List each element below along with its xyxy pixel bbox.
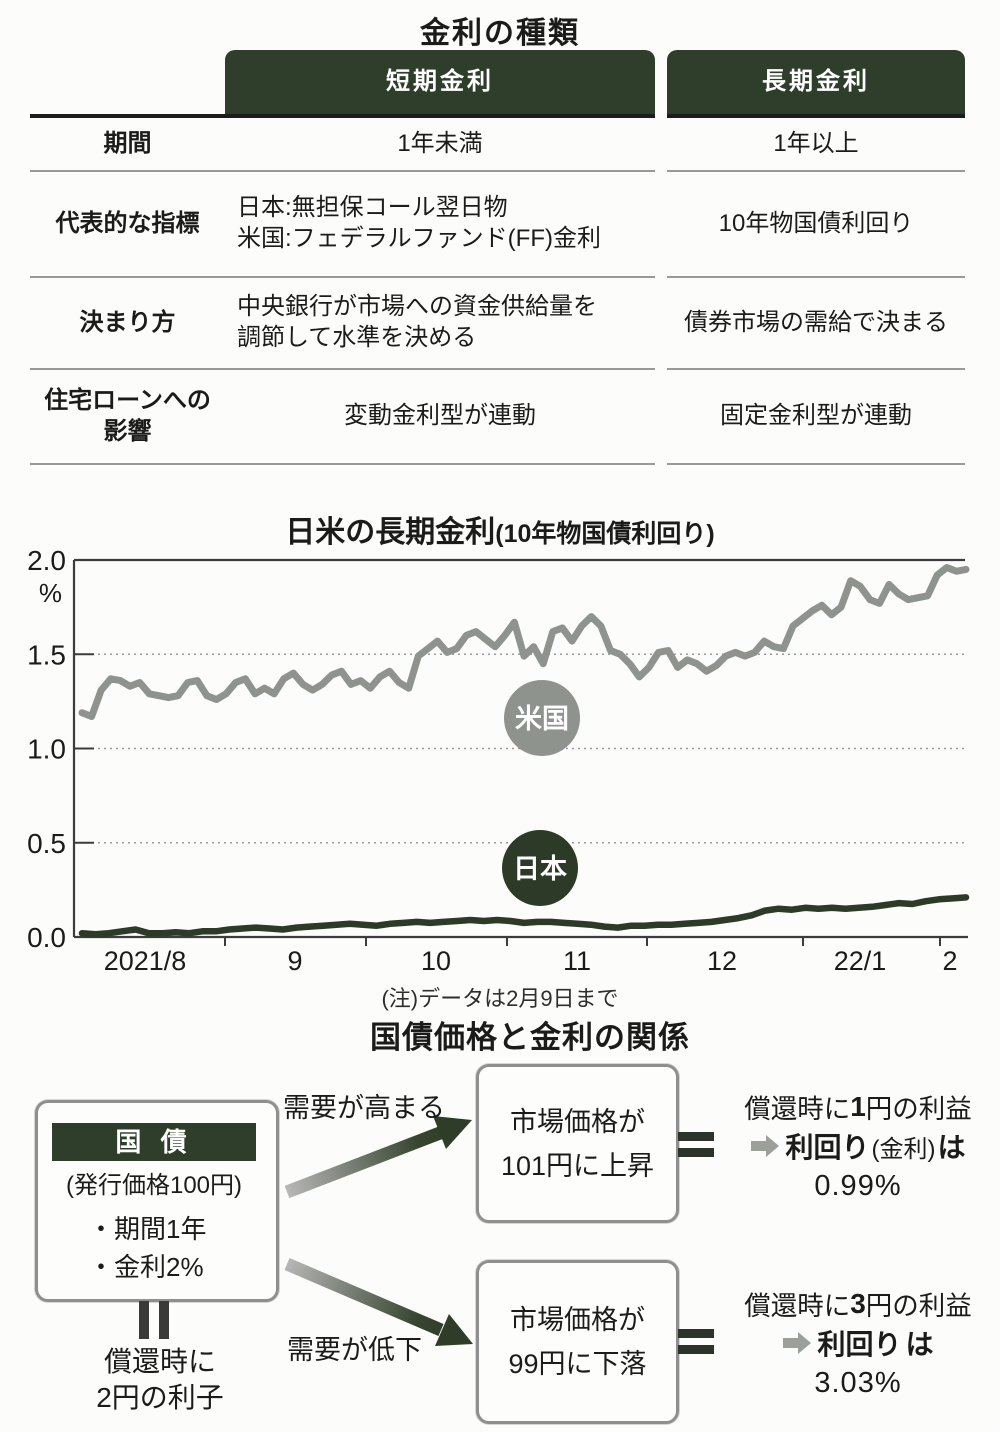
demand-down-arrow-head [435, 1314, 473, 1346]
profit-text-pre: 償還時に [744, 1094, 851, 1124]
x-tick-label: 9 [287, 946, 302, 976]
table-cell: 1年以上 [667, 118, 965, 172]
yield-value: 3.03% [814, 1366, 902, 1399]
rate-types-table: 短期金利 長期金利 期間 1年未満 1年以上 代表的な指標 日本:無担保コール翌… [30, 50, 965, 465]
y-tick-label: 1.5 [27, 639, 66, 670]
table-cell: 10年物国債利回り [667, 172, 965, 278]
us-series-line [78, 564, 970, 720]
column-header-long-term: 長期金利 [667, 50, 965, 118]
column-gap [655, 50, 667, 118]
yield-word: 利回り [785, 1132, 870, 1163]
y-tick-label: 0.5 [27, 828, 66, 859]
equals-icon [678, 1329, 714, 1354]
x-tick-label: 10 [421, 946, 451, 976]
equals-icon [678, 1132, 714, 1157]
table-cell: 1年未満 [225, 118, 655, 172]
bond-coupon: ・金利2% [88, 1252, 204, 1282]
bond-term: ・期間1年 [88, 1214, 207, 1244]
x-tick-label: 12 [707, 946, 737, 976]
x-tick-label: 11 [563, 946, 591, 976]
yield-line: 利回りは [782, 1323, 934, 1363]
table-corner-cell [30, 50, 225, 118]
chart-title: 日米の長期金利(10年物国債利回り) [0, 507, 1000, 551]
column-gap [655, 172, 667, 278]
table-cell: 日本:無担保コール翌日物 米国:フェデラルファンド(FF)金利 [225, 172, 655, 278]
yield-result-up: 償還時に 1 円の利益 利回り (金利) は 0.99% [720, 1087, 996, 1206]
y-tick-label: 0.0 [27, 922, 66, 953]
profit-line: 償還時に 1 円の利益 [744, 1087, 972, 1126]
bond-redemption-text-2: 2円の利子 [96, 1382, 224, 1413]
price-up-line2: 101円に上昇 [500, 1150, 655, 1181]
column-header-short-term: 短期金利 [225, 50, 655, 118]
bond-redemption-text-1: 償還時に [103, 1346, 216, 1377]
table-cell: 中央銀行が市場への資金供給量を 調節して水準を決める [225, 278, 655, 370]
diagram-arrows-layer [284, 1116, 473, 1346]
profit-text-post: 円の利益 [865, 1094, 972, 1124]
profit-text-post: 円の利益 [865, 1291, 972, 1321]
price-down-box: 市場価格が 99円に下落 [476, 1260, 679, 1424]
row-label-indicator: 代表的な指標 [30, 172, 225, 278]
table-cell: 債券市場の需給で決まる [667, 278, 965, 370]
yield-value: 0.99% [814, 1169, 902, 1202]
demand-up-arrow-head [433, 1116, 472, 1149]
japan-series-badge [502, 830, 578, 906]
price-up-box: 市場価格が 101円に上昇 [476, 1064, 679, 1223]
profit-text-pre: 償還時に [744, 1291, 851, 1321]
chart-title-main: 日米の長期金利 [285, 516, 496, 549]
right-block-arrow-icon [783, 1332, 812, 1354]
price-down-line1: 市場価格が [510, 1305, 645, 1335]
yield-suffix: は [937, 1132, 966, 1163]
japan-series-line [78, 894, 970, 938]
column-gap [655, 370, 667, 465]
x-tick-label: 22/1 [834, 946, 887, 976]
row-label-period: 期間 [30, 118, 225, 172]
column-gap [655, 278, 667, 370]
yield-suffix: は [905, 1329, 934, 1360]
row-label-mortgage-impact: 住宅ローンへの 影響 [30, 370, 225, 465]
us-series-badge [504, 680, 580, 756]
equals-vertical-icon [139, 1301, 169, 1339]
yield-word: 利回り [817, 1329, 902, 1360]
x-tick-label: 2 [942, 946, 957, 976]
right-block-arrow-icon [751, 1135, 780, 1157]
table-cell: 変動金利型が連動 [225, 370, 655, 465]
y-tick-label: 1.0 [27, 734, 66, 765]
row-label-how-determined: 決まり方 [30, 278, 225, 370]
column-gap [655, 118, 667, 172]
y-tick-label: 2.0 [27, 545, 66, 576]
profit-line: 償還時に 3 円の利益 [744, 1284, 972, 1323]
yield-result-down: 償還時に 3 円の利益 利回りは 3.03% [720, 1284, 996, 1403]
japan-series-badge-label: 日本 [513, 854, 567, 884]
bond-box: 国 債 (発行価格100円) ・期間1年 ・金利2% [35, 1100, 279, 1302]
price-down-line2: 99円に下落 [508, 1349, 647, 1379]
yield-paren: (金利) [871, 1135, 936, 1163]
table-cell: 固定金利型が連動 [667, 370, 965, 465]
x-tick-label: 2021/8 [104, 946, 187, 976]
demand-down-arrow-shaft [284, 1258, 444, 1336]
bond-box-header: 国 債 [52, 1123, 256, 1161]
page-title: 金利の種類 [420, 17, 580, 50]
demand-up-label: 需要が高まる [283, 1093, 445, 1123]
profit-amount: 1 [850, 1090, 866, 1122]
profit-amount: 3 [850, 1287, 866, 1319]
chart-note: (注)データは2月9日まで [381, 986, 619, 1011]
diagram-title: 国債価格と金利の関係 [370, 1020, 690, 1055]
yield-line: 利回り (金利) は [750, 1126, 966, 1166]
price-up-line1: 市場価格が [510, 1106, 645, 1137]
demand-up-arrow-shaft [284, 1126, 443, 1199]
bond-issue-price: (発行価格100円) [65, 1172, 243, 1199]
demand-down-label: 需要が低下 [287, 1335, 422, 1365]
us-series-badge-label: 米国 [515, 704, 569, 734]
y-axis-unit: % [39, 578, 62, 608]
chart-title-paren: (10年物国債利回り) [495, 520, 715, 548]
